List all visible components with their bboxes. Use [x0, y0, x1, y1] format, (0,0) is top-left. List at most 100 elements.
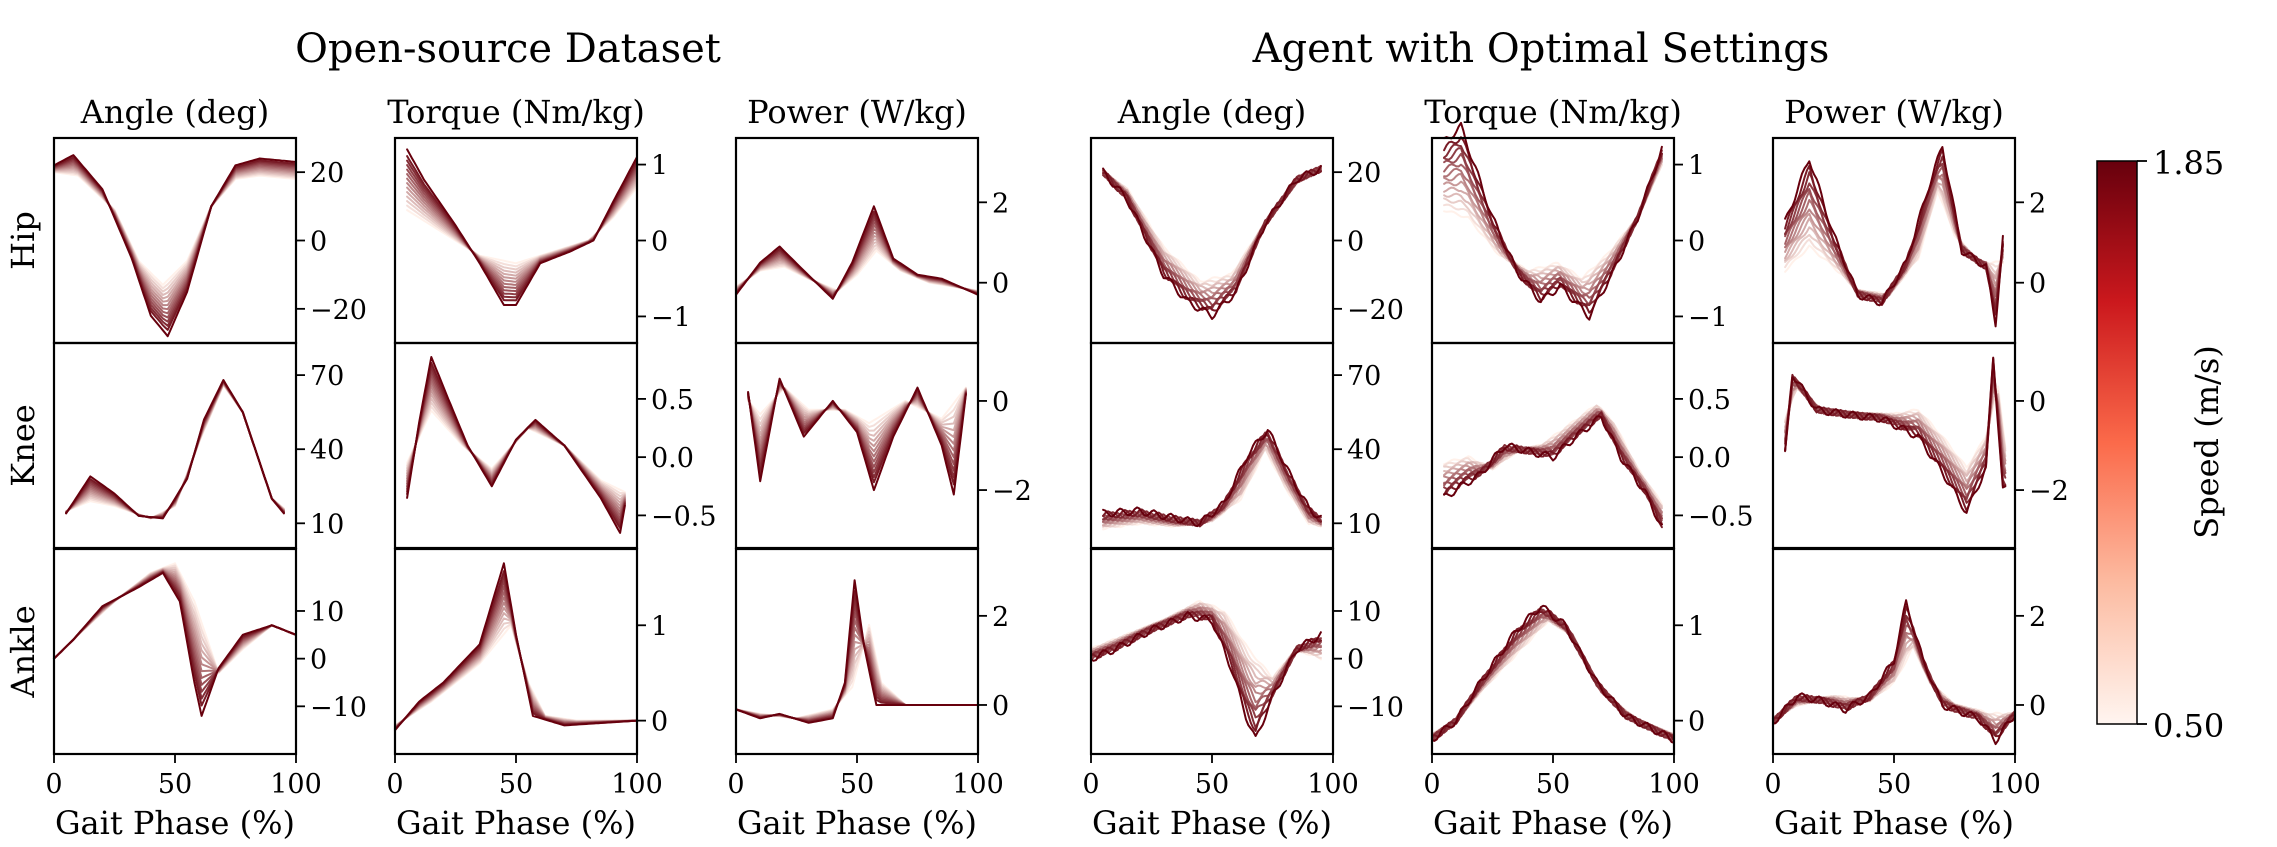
- ytick-label-c1-r1-1: 0.0: [651, 443, 694, 474]
- xtick-label-c5-1: 50: [1877, 769, 1911, 800]
- ytick-label-c5-r0-0: 0: [2029, 269, 2046, 300]
- curve-c1-r1-speed-13: [406, 356, 626, 534]
- ytick-label-c0-r1-0: 10: [310, 509, 344, 540]
- column-title-3: Angle (deg): [1117, 93, 1306, 131]
- curve-c1-r0-speed-13: [406, 148, 638, 306]
- xtick-label-c1-0: 0: [386, 769, 403, 800]
- ytick-label-c2-r2-0: 0: [992, 691, 1009, 722]
- ytick-label-c5-r1-0: −2: [2029, 476, 2069, 507]
- curve-c4-r0-speed-11: [1443, 143, 1663, 307]
- column-title-5: Power (W/kg): [1784, 93, 2004, 131]
- xtick-label-c0-0: 0: [45, 769, 62, 800]
- ytick-label-c2-r2-1: 2: [992, 602, 1009, 633]
- ytick-label-c4-r1-0: −0.5: [1688, 501, 1754, 532]
- curve-c4-r2-speed-13: [1431, 604, 1675, 744]
- ytick-label-c4-r2-0: 0: [1688, 707, 1705, 738]
- ytick-label-c0-r2-2: 10: [310, 597, 344, 628]
- ytick-label-c0-r0-0: −20: [310, 295, 367, 326]
- ytick-label-c5-r2-1: 2: [2029, 602, 2046, 633]
- curve-c5-r1-speed-8: [1784, 373, 2007, 498]
- ytick-label-c0-r2-0: −10: [310, 692, 367, 723]
- curve-c1-r2-speed-12: [394, 570, 638, 731]
- curve-c1-r2-speed-7: [394, 596, 638, 729]
- curve-c4-r0-speed-13: [1443, 121, 1663, 321]
- ytick-label-c3-r0-1: 0: [1347, 227, 1364, 258]
- xaxis-label-c0: Gait Phase (%): [55, 804, 295, 842]
- curve-c3-r0-speed-12: [1102, 168, 1322, 312]
- ytick-label-c0-r0-2: 20: [310, 158, 344, 189]
- ytick-label-c3-r1-1: 40: [1347, 435, 1381, 466]
- xaxis-label-c2: Gait Phase (%): [737, 804, 977, 842]
- curve-c3-r0-speed-13: [1102, 165, 1322, 320]
- ytick-label-c1-r1-0: −0.5: [651, 501, 717, 532]
- ytick-label-c3-r2-1: 0: [1347, 645, 1364, 676]
- ytick-label-c1-r2-0: 0: [651, 707, 668, 738]
- ytick-label-c3-r1-2: 70: [1347, 361, 1381, 392]
- xtick-label-c1-2: 100: [611, 769, 663, 800]
- curve-c0-r0-speed-0: [53, 171, 297, 286]
- curve-c4-r1-speed-13: [1443, 415, 1663, 526]
- xtick-label-c0-2: 100: [270, 769, 322, 800]
- curve-c1-r2-speed-5: [394, 606, 638, 729]
- ytick-label-c5-r1-1: 0: [2029, 387, 2046, 418]
- ytick-label-c2-r0-0: 0: [992, 269, 1009, 300]
- ytick-label-c1-r0-2: 1: [651, 151, 668, 182]
- group-title-dataset: Open-source Dataset: [295, 26, 721, 72]
- ytick-label-c5-r0-1: 2: [2029, 188, 2046, 219]
- ytick-label-c2-r1-1: 0: [992, 387, 1009, 418]
- xtick-label-c4-2: 100: [1648, 769, 1700, 800]
- xtick-label-c2-1: 50: [840, 769, 874, 800]
- curve-c1-r2-speed-6: [394, 601, 638, 729]
- xtick-label-c4-1: 50: [1536, 769, 1570, 800]
- panel-frame-c3-r0: [1089, 136, 1335, 345]
- xtick-label-c2-2: 100: [952, 769, 1004, 800]
- curve-c2-r2-speed-4: [735, 637, 979, 720]
- xaxis-label-c3: Gait Phase (%): [1092, 804, 1332, 842]
- ytick-label-c4-r0-0: −1: [1688, 302, 1728, 333]
- curve-c5-r2-speed-13: [1772, 599, 2016, 746]
- row-label-1: Knee: [4, 404, 42, 486]
- curve-c0-r0-speed-1: [53, 170, 297, 290]
- ytick-label-c0-r1-1: 40: [310, 435, 344, 466]
- ytick-label-c0-r2-1: 0: [310, 645, 327, 676]
- colorbar-frame: [2096, 160, 2138, 725]
- curve-c2-r0-speed-13: [735, 205, 979, 300]
- panel-frame-c2-r0: [734, 136, 980, 345]
- curve-c3-r2-speed-7: [1090, 607, 1322, 704]
- xtick-label-c3-1: 50: [1195, 769, 1229, 800]
- xaxis-label-c4: Gait Phase (%): [1433, 804, 1673, 842]
- curve-c5-r1-speed-13: [1784, 356, 2007, 514]
- row-label-2: Ankle: [4, 605, 42, 698]
- ytick-label-c3-r2-2: 10: [1347, 597, 1381, 628]
- curve-c5-r1-speed-10: [1784, 371, 2007, 500]
- ytick-label-c1-r1-2: 0.5: [651, 385, 694, 416]
- column-title-0: Angle (deg): [80, 93, 269, 131]
- xaxis-label-c1: Gait Phase (%): [396, 804, 636, 842]
- curve-c5-r0-speed-13: [1784, 146, 2004, 328]
- ytick-label-c1-r2-1: 1: [651, 611, 668, 642]
- ytick-label-c1-r0-1: 0: [651, 227, 668, 258]
- curve-c2-r2-speed-13: [735, 579, 979, 724]
- curve-c1-r2-speed-9: [394, 585, 638, 730]
- curve-c3-r2-speed-8: [1090, 608, 1322, 709]
- curve-c3-r2-speed-13: [1090, 611, 1322, 737]
- xtick-label-c5-2: 100: [1989, 769, 2041, 800]
- column-title-2: Power (W/kg): [747, 93, 967, 131]
- colorbar-gradient: [2097, 161, 2137, 724]
- xtick-label-c1-1: 50: [499, 769, 533, 800]
- curve-c2-r1-speed-13: [747, 377, 967, 496]
- ytick-label-c2-r1-0: −2: [992, 476, 1032, 507]
- curve-c3-r2-speed-12: [1090, 611, 1322, 732]
- ytick-label-c1-r0-0: −1: [651, 302, 691, 333]
- colorbar-max-label: 1.85: [2153, 144, 2224, 182]
- ytick-label-c0-r1-2: 70: [310, 361, 344, 392]
- group-title-agent: Agent with Optimal Settings: [1252, 26, 1830, 72]
- ytick-label-c4-r0-2: 1: [1688, 151, 1705, 182]
- curve-c1-r2-speed-11: [394, 575, 638, 731]
- xtick-label-c2-0: 0: [727, 769, 744, 800]
- ytick-label-c3-r0-2: 20: [1347, 158, 1381, 189]
- curve-c4-r1-speed-11: [1443, 414, 1663, 526]
- xtick-label-c4-0: 0: [1423, 769, 1440, 800]
- panel-frame-c2-r2: [734, 547, 980, 756]
